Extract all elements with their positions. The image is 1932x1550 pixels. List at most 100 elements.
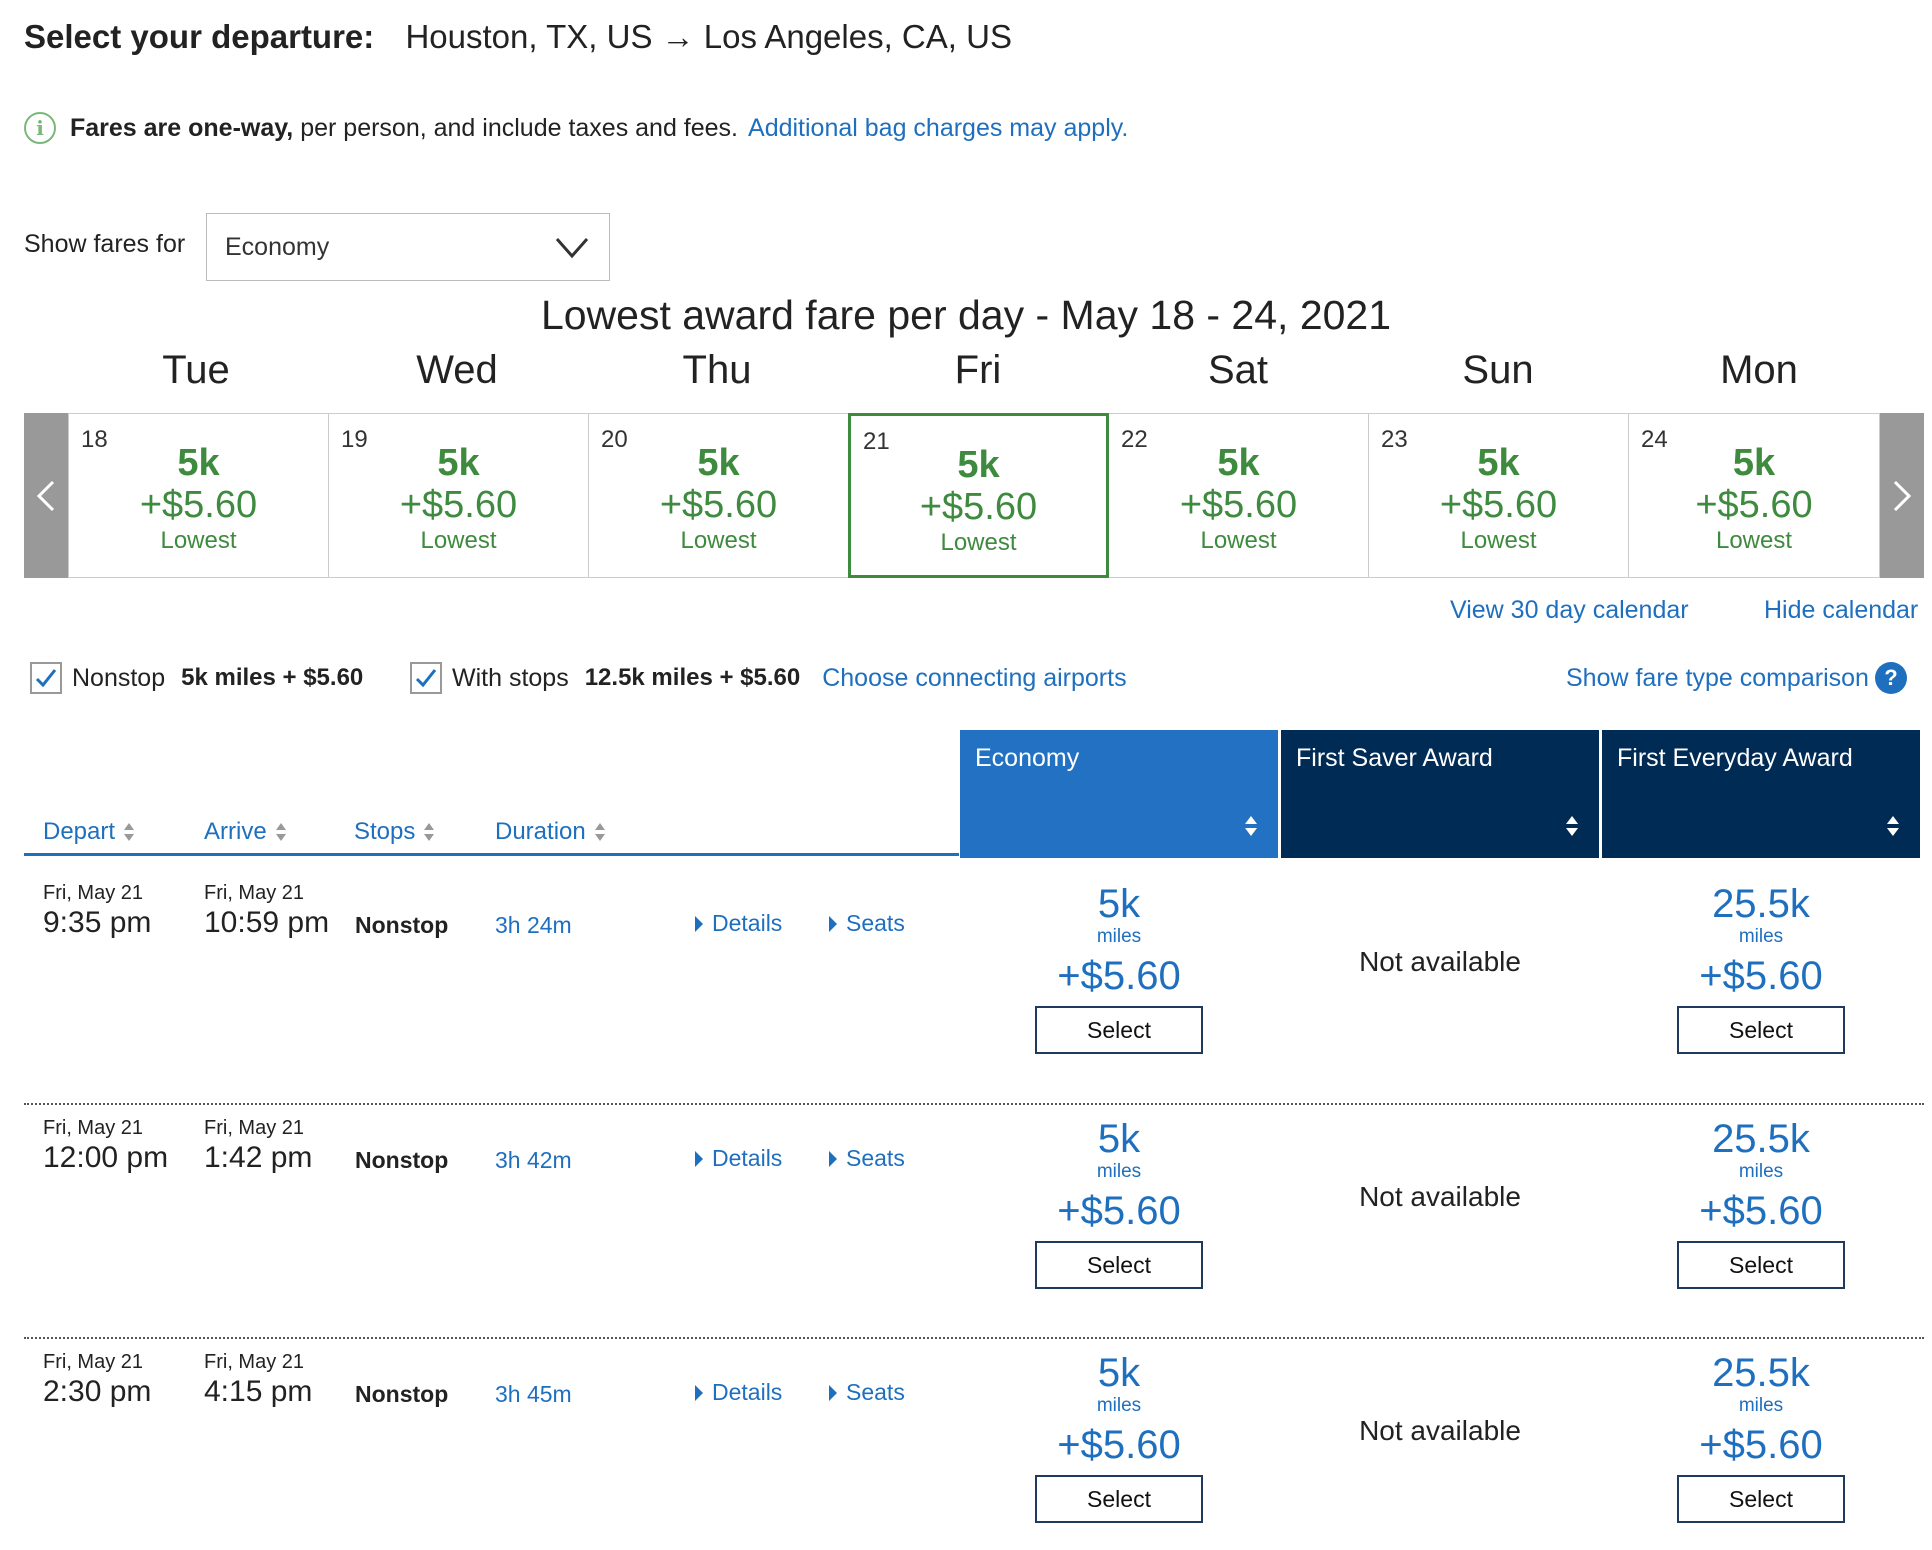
seats-link[interactable]: Seats [828,910,905,937]
show-fares-label: Show fares for [24,230,186,258]
sort-icon [424,823,435,841]
calendar-day[interactable]: 22 5k +$5.60 Lowest [1108,413,1369,578]
arrive-time: 10:59 pm [204,906,330,939]
choose-connecting-airports-link[interactable]: Choose connecting airports [822,663,1127,692]
day-price: +$5.60 [659,484,778,526]
day-number: 20 [601,426,628,453]
checkmark-icon [415,669,437,688]
calendar-day-selected[interactable]: 21 5k +$5.60 Lowest [848,413,1109,578]
nonstop-filter[interactable]: Nonstop 5k miles + $5.60 [30,662,363,694]
row-divider [24,1337,1924,1339]
fare-header-first-saver[interactable]: First Saver Award [1281,730,1599,858]
day-miles: 5k [697,442,740,484]
fare-miles: 25.5k [1712,1117,1810,1161]
select-first-everyday-button[interactable]: Select [1677,1241,1845,1289]
nonstop-checkbox[interactable] [30,662,62,694]
select-economy-button[interactable]: Select [1035,1241,1203,1289]
economy-fare: 5k miles +$5.60 Select [960,1351,1278,1523]
day-lowest-tag: Lowest [160,527,237,554]
stops-value: Nonstop [355,912,449,938]
seats-link[interactable]: Seats [828,1145,905,1172]
day-miles: 5k [177,442,220,484]
fare-class-select[interactable]: Economy [206,213,610,281]
calendar-day[interactable]: 19 5k +$5.60 Lowest [328,413,589,578]
first-saver-not-available: Not available [1359,946,1521,977]
select-economy-button[interactable]: Select [1035,1006,1203,1054]
fare-header-first-everyday[interactable]: First Everyday Award [1602,730,1920,858]
duration-header: Duration [495,818,586,845]
day-lowest-tag: Lowest [1715,527,1793,554]
day-number: 18 [81,426,108,453]
day-price: +$5.60 [139,484,258,526]
details-link[interactable]: Details [694,910,782,937]
day-miles: 5k [1732,442,1776,484]
flight-row: Fri, May 21 12:00 pm Fri, May 21 1:42 pm… [24,1105,1924,1339]
flight-row: Fri, May 21 9:35 pm Fri, May 21 10:59 pm… [24,870,1924,1104]
fare-miles: 25.5k [1712,882,1810,926]
fare-class-value: Economy [225,232,330,261]
day-number: 19 [341,426,368,453]
sort-arrive[interactable]: Arrive [204,818,287,846]
calendar-day[interactable]: 20 5k +$5.60 Lowest [588,413,849,578]
depart-header: Depart [43,818,116,845]
fare-miles: 5k [1097,1117,1141,1161]
sort-icon [1566,816,1578,836]
flight-row: Fri, May 21 2:30 pm Fri, May 21 4:15 pm … [24,1339,1924,1550]
fare-price: +$5.60 [1699,954,1823,998]
triangle-right-icon [695,915,703,932]
sort-icon [124,823,135,841]
help-icon[interactable]: ? [1874,662,1907,694]
checkmark-icon [35,669,57,688]
dow-label: Mon [1720,348,1798,392]
calendar-day[interactable]: 18 5k +$5.60 Lowest [68,413,329,578]
day-price: +$5.60 [1179,484,1298,526]
sort-icon [594,823,605,841]
economy-fare: 5k miles +$5.60 Select [960,1117,1278,1289]
calendar-next-button[interactable] [1880,413,1924,578]
arrive-time: 1:42 pm [204,1141,313,1174]
sort-duration[interactable]: Duration [495,818,606,846]
select-first-everyday-button[interactable]: Select [1677,1006,1845,1054]
show-fare-type-comparison-link[interactable]: Show fare type comparison [1566,663,1869,692]
fare-notice: i Fares are one-way, per person, and inc… [24,112,1128,144]
day-miles: 5k [1217,442,1260,484]
info-icon: i [24,112,56,144]
day-number: 24 [1641,426,1668,453]
chevron-right-icon [1893,480,1912,511]
day-number: 22 [1121,426,1148,453]
view-30-day-calendar-link[interactable]: View 30 day calendar [1450,596,1689,624]
details-label: Details [712,1145,783,1171]
first-everyday-fare: 25.5k miles +$5.60 Select [1602,1117,1920,1289]
calendar-day[interactable]: 24 5k +$5.60 Lowest [1628,413,1880,578]
select-economy-button[interactable]: Select [1035,1475,1203,1523]
bag-charges-link[interactable]: Additional bag charges may apply. [748,113,1129,142]
fare-header-economy[interactable]: Economy [960,730,1278,858]
arrive-header: Arrive [204,818,267,845]
fare-header-label: First Everyday Award [1617,744,1853,772]
details-link[interactable]: Details [694,1145,782,1172]
first-saver-not-available: Not available [1359,1181,1521,1212]
fare-comparison[interactable]: Show fare type comparison ? [1566,662,1907,694]
sort-depart[interactable]: Depart [43,818,135,846]
arrive-date: Fri, May 21 [204,1351,305,1373]
calendar-prev-button[interactable] [24,413,68,578]
fare-unit: miles [1096,1161,1142,1182]
sort-stops[interactable]: Stops [354,818,435,846]
seats-link[interactable]: Seats [828,1379,905,1406]
fare-price: +$5.60 [1057,954,1181,998]
arrive-time: 4:15 pm [204,1375,313,1408]
day-price: +$5.60 [1695,484,1813,526]
details-link[interactable]: Details [694,1379,782,1406]
page-title: Select your departure: Houston, TX, US →… [24,18,1012,56]
with-stops-checkbox[interactable] [410,662,442,694]
select-first-everyday-button[interactable]: Select [1677,1475,1845,1523]
fare-unit: miles [1096,926,1142,947]
calendar-day[interactable]: 23 5k +$5.60 Lowest [1368,413,1629,578]
duration-value: 3h 45m [495,1381,572,1407]
first-saver-not-available: Not available [1359,1415,1521,1446]
arrive-date: Fri, May 21 [204,1117,305,1139]
fare-header-label: Economy [975,744,1080,772]
notice-text: per person, and include taxes and fees. [293,113,739,142]
with-stops-filter[interactable]: With stops 12.5k miles + $5.60 Choose co… [410,662,1127,694]
hide-calendar-link[interactable]: Hide calendar [1764,596,1919,624]
